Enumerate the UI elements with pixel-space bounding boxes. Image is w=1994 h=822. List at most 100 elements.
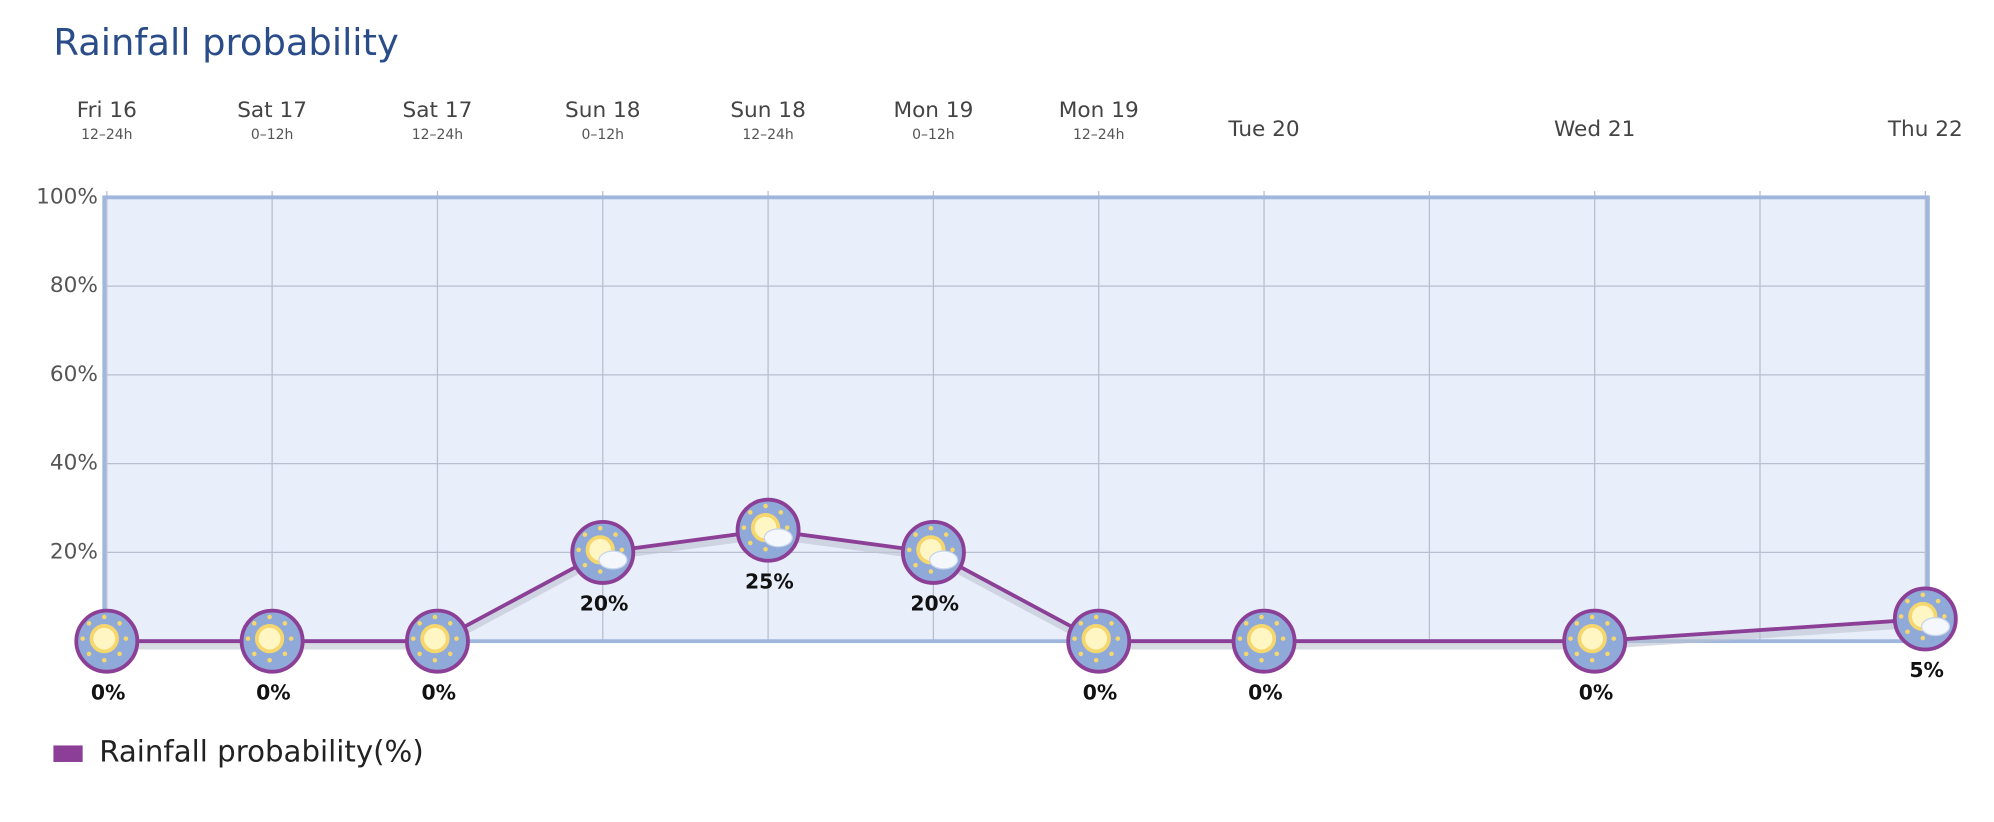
sun-ray bbox=[1078, 621, 1084, 626]
x-tick-label: Mon 19 bbox=[893, 98, 973, 123]
cloud-icon bbox=[598, 550, 628, 570]
sun-ray bbox=[1072, 636, 1077, 641]
sun-ray bbox=[267, 657, 272, 663]
sun-ray bbox=[1605, 651, 1610, 657]
value-label: 25% bbox=[745, 569, 794, 593]
sun-ray bbox=[1574, 651, 1580, 657]
sun-ray bbox=[1905, 598, 1910, 604]
sun-ray bbox=[1115, 636, 1121, 641]
sun-ray bbox=[267, 614, 272, 620]
plot-border bbox=[102, 195, 1930, 644]
x-tick-label: Sun 18 bbox=[565, 98, 640, 123]
weather-marker bbox=[1066, 608, 1132, 674]
sun-ray bbox=[117, 621, 122, 626]
weather-marker bbox=[735, 497, 801, 563]
x-tick-label: Wed 21 bbox=[1554, 117, 1635, 142]
legend-label: Rainfall probability(%) bbox=[99, 735, 424, 769]
value-label: 20% bbox=[910, 592, 959, 616]
sun-ray bbox=[288, 636, 294, 641]
sun-ray bbox=[86, 651, 92, 657]
legend-swatch bbox=[53, 745, 83, 762]
cloud-icon bbox=[928, 550, 959, 570]
sun-ray bbox=[123, 636, 129, 641]
sun-icon bbox=[254, 624, 285, 654]
y-tick-label: 40% bbox=[50, 451, 98, 476]
x-tick-label: Sat 17 bbox=[237, 98, 307, 123]
sun-ray bbox=[763, 547, 768, 552]
line-shadow bbox=[106, 532, 1926, 650]
chart-title: Rainfall probability bbox=[53, 21, 398, 64]
sun-icon bbox=[89, 624, 119, 654]
sun-ray bbox=[1935, 598, 1941, 604]
sun-ray bbox=[1905, 629, 1910, 635]
sun-ray bbox=[582, 562, 588, 568]
sun-ray bbox=[101, 614, 107, 620]
sun-ray bbox=[1078, 651, 1084, 657]
sun-ray bbox=[597, 525, 603, 531]
sun-ray bbox=[913, 562, 918, 568]
series-line bbox=[106, 528, 1926, 644]
sun-ray bbox=[1274, 621, 1280, 626]
sun-ray bbox=[101, 657, 107, 663]
value-label: 0% bbox=[1579, 680, 1614, 704]
weather-marker bbox=[1562, 608, 1628, 674]
sun-ray bbox=[1920, 592, 1926, 598]
weather-marker bbox=[900, 519, 966, 585]
x-tick-label: Thu 22 bbox=[1887, 117, 1963, 142]
sun-ray bbox=[741, 525, 747, 530]
value-label: 5% bbox=[1909, 658, 1944, 682]
x-tick-sublabel: 0–12h bbox=[251, 127, 293, 143]
sun-ray bbox=[1568, 636, 1573, 641]
sun-ray bbox=[432, 657, 438, 663]
weather-marker bbox=[1892, 586, 1958, 652]
sun-ray bbox=[252, 651, 257, 657]
sun-ray bbox=[1109, 621, 1114, 626]
y-tick-label: 100% bbox=[36, 184, 98, 209]
value-label: 20% bbox=[580, 592, 629, 616]
sun-ray bbox=[1280, 636, 1286, 641]
sun-ray bbox=[1237, 636, 1243, 641]
sun-ray bbox=[576, 547, 581, 553]
weather-marker bbox=[74, 608, 140, 674]
sun-ray bbox=[1605, 621, 1610, 626]
sun-ray bbox=[1243, 621, 1249, 626]
x-tick-sublabel: 0–12h bbox=[582, 127, 625, 143]
sun-ray bbox=[245, 636, 251, 641]
sun-ray bbox=[411, 636, 416, 641]
sun-icon bbox=[420, 624, 450, 654]
sun-ray bbox=[1259, 614, 1264, 620]
sun-ray bbox=[950, 547, 955, 553]
x-tick-label: Fri 16 bbox=[77, 98, 137, 123]
sun-ray bbox=[619, 547, 625, 553]
sun-ray bbox=[928, 569, 934, 574]
x-tick-label: Mon 19 bbox=[1059, 98, 1139, 123]
sun-ray bbox=[1942, 614, 1947, 619]
sun-ray bbox=[1243, 651, 1249, 657]
sun-ray bbox=[252, 621, 257, 626]
sun-ray bbox=[928, 525, 934, 531]
value-label: 0% bbox=[256, 680, 291, 704]
cloud-icon bbox=[763, 528, 793, 548]
y-tick-label: 80% bbox=[50, 273, 98, 298]
value-label: 0% bbox=[421, 680, 456, 704]
weather-marker bbox=[405, 608, 470, 674]
value-label: 0% bbox=[1083, 680, 1118, 704]
sun-ray bbox=[86, 621, 92, 626]
x-tick-label: Sat 17 bbox=[403, 98, 473, 123]
sun-ray bbox=[1093, 614, 1099, 620]
x-tick-sublabel: 0–12h bbox=[912, 127, 955, 143]
sun-ray bbox=[117, 651, 122, 657]
y-tick-label: 60% bbox=[50, 362, 98, 387]
x-tick-sublabel: 12–24h bbox=[742, 127, 793, 143]
sun-ray bbox=[447, 651, 453, 657]
sun-ray bbox=[1920, 635, 1926, 641]
sun-ray bbox=[747, 510, 753, 515]
sun-ray bbox=[784, 525, 790, 530]
y-tick-label: 20% bbox=[50, 539, 98, 564]
sun-ray bbox=[1574, 621, 1580, 626]
sun-ray bbox=[613, 532, 618, 537]
sun-ray bbox=[432, 614, 438, 620]
sun-ray bbox=[906, 547, 912, 553]
sun-ray bbox=[778, 510, 784, 515]
